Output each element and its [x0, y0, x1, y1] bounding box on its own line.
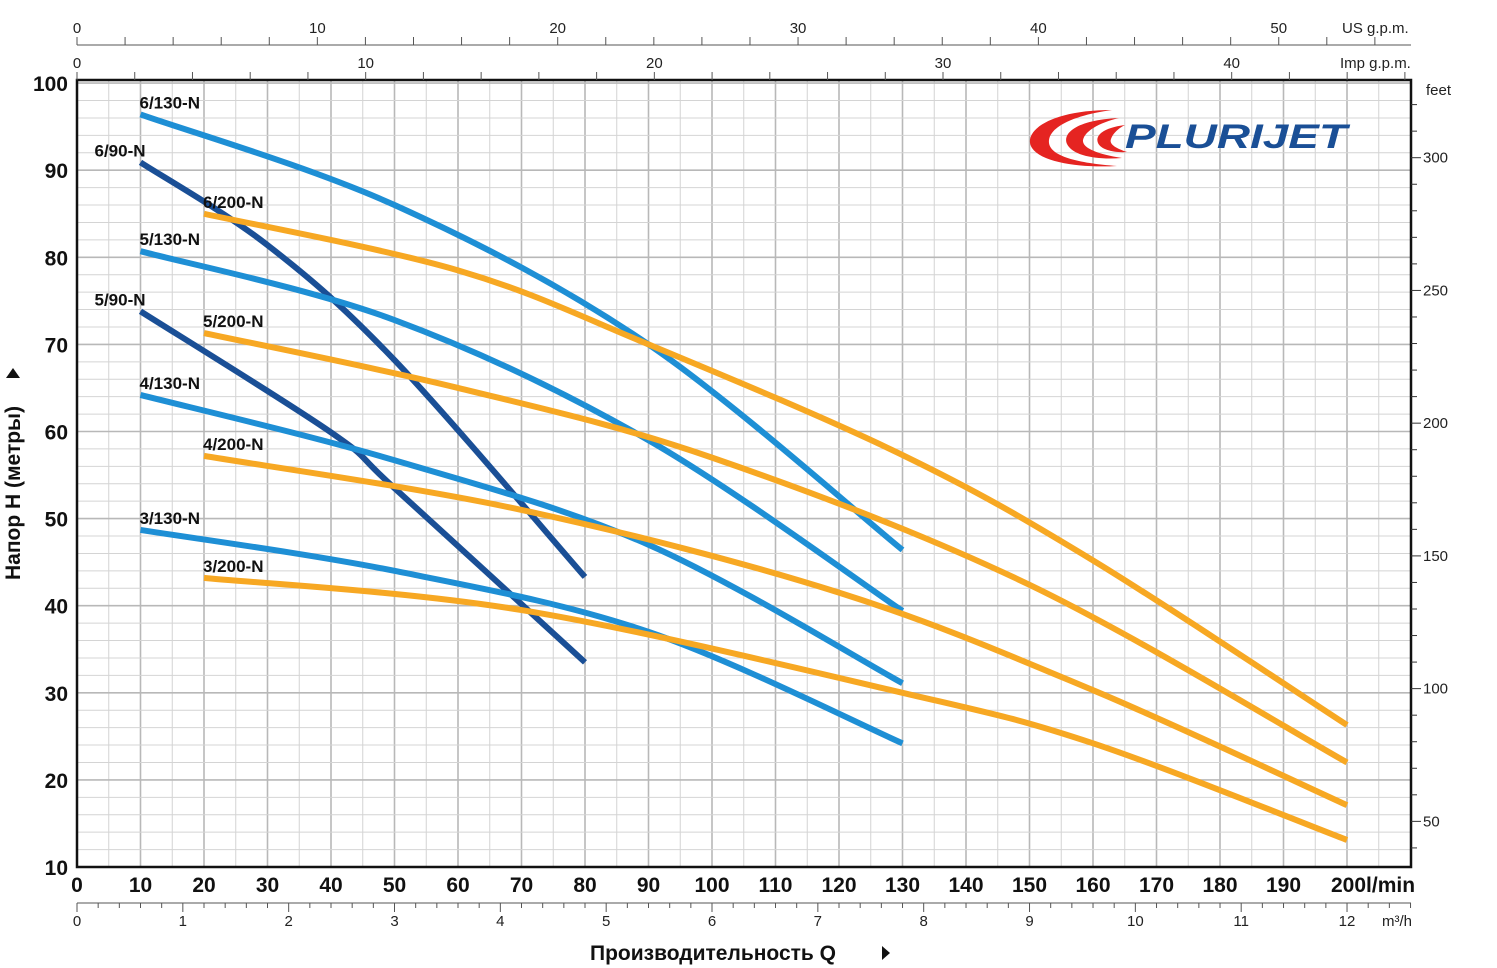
y-tick-label: 20 — [45, 770, 68, 793]
x-tick-label: 120 — [821, 874, 856, 897]
curve-5-130-n — [139, 248, 905, 614]
feet-tick-label: 300 — [1423, 150, 1448, 167]
feet-tick-label: 250 — [1423, 282, 1448, 299]
us-gpm-tick-label: 0 — [73, 20, 81, 37]
curve-label: 6/90-N — [95, 141, 146, 160]
y-tick-label: 90 — [45, 160, 68, 183]
us-gpm-tick-label: 30 — [790, 20, 807, 37]
y-tick-label: 80 — [45, 247, 68, 270]
us-gpm-tick-label: 50 — [1270, 20, 1287, 37]
x-tick-label: 60 — [446, 874, 469, 897]
x-tick-label: 180 — [1202, 874, 1237, 897]
curve-6-130-n — [139, 111, 905, 553]
x-tick-label: 110 — [759, 874, 793, 897]
curve-6-200-n — [203, 210, 1349, 728]
m3h-tick-label: 6 — [708, 913, 716, 930]
curve-label: 5/90-N — [95, 290, 146, 309]
y-tick-label: 60 — [45, 422, 68, 445]
y-axis-arrow-icon — [6, 368, 20, 378]
plot-frame — [75, 78, 1413, 869]
imp-gpm-tick-label: 30 — [935, 55, 952, 72]
imp-gpm-tick-label: 10 — [357, 55, 374, 72]
feet-tick-label: 50 — [1423, 813, 1440, 830]
curve-label: 3/200-N — [203, 557, 263, 576]
curve-3-200-n — [203, 574, 1349, 843]
x-tick-label: 200l/min — [1331, 874, 1415, 897]
curve-5-200-n — [203, 330, 1349, 766]
x-tick-label: 170 — [1139, 874, 1174, 897]
m3h-tick-label: 0 — [73, 913, 81, 930]
us-gpm-tick-label: 40 — [1030, 20, 1047, 37]
feet-axis-label: feet — [1426, 82, 1452, 99]
curve-4-200-n — [203, 452, 1349, 808]
m3h-axis-label: m³/h — [1382, 913, 1412, 930]
x-tick-label: 190 — [1266, 874, 1301, 897]
m3h-tick-label: 5 — [602, 913, 610, 930]
y-tick-label: 50 — [45, 509, 68, 532]
x-tick-label: 0 — [71, 874, 83, 897]
y-tick-label: 70 — [45, 334, 68, 357]
curve-label: 6/130-N — [140, 93, 200, 112]
logo-swoosh-icon — [1029, 110, 1117, 167]
feet-tick-label: 150 — [1423, 548, 1448, 565]
y-axis-title: Напор H (метры) — [2, 406, 25, 580]
x-tick-label: 160 — [1075, 874, 1110, 897]
curve-label: 6/200-N — [203, 193, 263, 212]
y-tick-label: 40 — [45, 596, 68, 619]
logo-swoosh-icon — [1066, 118, 1122, 159]
plurijet-logo: PLURIJET — [1029, 110, 1351, 167]
curve-label: 3/130-N — [140, 509, 200, 528]
logo-text: PLURIJET — [1125, 118, 1351, 156]
x-tick-label: 70 — [510, 874, 533, 897]
us-gpm-tick-label: 10 — [309, 20, 326, 37]
x-axis-title: Производительность Q — [590, 942, 836, 965]
x-tick-label: 130 — [885, 874, 920, 897]
x-tick-label: 140 — [948, 874, 983, 897]
m3h-tick-label: 10 — [1127, 913, 1144, 930]
y-tick-label: 100 — [33, 73, 68, 96]
m3h-tick-label: 11 — [1233, 913, 1249, 930]
m3h-tick-label: 9 — [1025, 913, 1033, 930]
x-tick-label: 90 — [637, 874, 660, 897]
x-tick-label: 10 — [129, 874, 152, 897]
m3h-tick-label: 3 — [390, 913, 398, 930]
x-axis-arrow-icon — [882, 946, 890, 960]
m3h-tick-label: 2 — [284, 913, 292, 930]
curve-4-130-n — [139, 392, 904, 686]
us-gpm-tick-label: 20 — [549, 20, 566, 37]
x-tick-label: 50 — [383, 874, 406, 897]
feet-tick-label: 200 — [1423, 415, 1448, 432]
m3h-tick-label: 8 — [920, 913, 928, 930]
us-gpm-axis-label: US g.p.m. — [1342, 20, 1409, 37]
imp-gpm-tick-label: 0 — [73, 55, 81, 72]
x-tick-label: 100 — [694, 874, 729, 897]
axis-titles: Производительность Q Напор H (метры) — [2, 368, 890, 965]
imp-gpm-axis-label: Imp g.p.m. — [1340, 55, 1411, 72]
imp-gpm-tick-label: 40 — [1223, 55, 1240, 72]
curve-label: 5/200-N — [203, 312, 263, 331]
curves: 6/130-N 6/90-N 6/200-N5/130-N 5/90-N 5/200-N… — [95, 93, 1349, 843]
m3h-tick-label: 12 — [1339, 913, 1356, 930]
curve-label: 4/130-N — [140, 374, 200, 393]
imp-gpm-tick-label: 20 — [646, 55, 663, 72]
m3h-tick-label: 1 — [179, 913, 187, 930]
curve-3-130-n — [140, 526, 904, 747]
y-tick-label: 10 — [45, 857, 68, 880]
y-tick-label: 30 — [45, 683, 68, 706]
feet-tick-label: 100 — [1423, 681, 1448, 698]
logo-swoosh-icon — [1097, 125, 1127, 153]
x-tick-label: 150 — [1012, 874, 1047, 897]
x-tick-label: 40 — [319, 874, 342, 897]
grid — [77, 80, 1411, 867]
m3h-tick-label: 4 — [496, 913, 504, 930]
x-tick-label: 30 — [256, 874, 279, 897]
m3h-tick-label: 7 — [814, 913, 822, 930]
curve-label: 5/130-N — [140, 230, 200, 249]
x-tick-label: 20 — [192, 874, 215, 897]
x-tick-label: 80 — [573, 874, 596, 897]
curve-label: 4/200-N — [203, 435, 263, 454]
